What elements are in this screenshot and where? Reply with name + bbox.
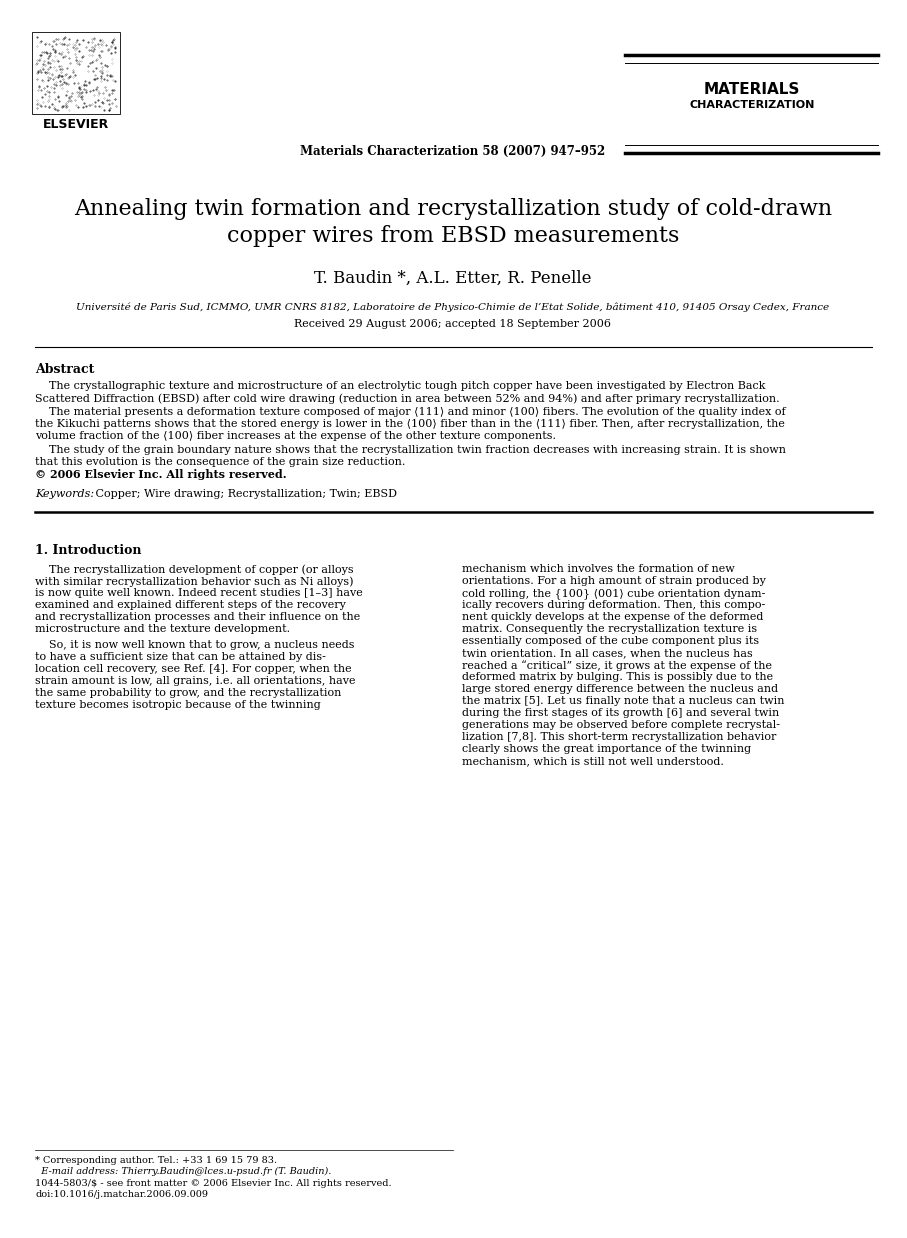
Text: microstructure and the texture development.: microstructure and the texture developme…	[35, 624, 290, 634]
Text: deformed matrix by bulging. This is possibly due to the: deformed matrix by bulging. This is poss…	[462, 672, 773, 682]
Text: clearly shows the great importance of the twinning: clearly shows the great importance of th…	[462, 744, 751, 754]
Text: generations may be observed before complete recrystal-: generations may be observed before compl…	[462, 721, 780, 730]
Text: Scattered Diffraction (EBSD) after cold wire drawing (reduction in area between : Scattered Diffraction (EBSD) after cold …	[35, 392, 780, 404]
Text: © 2006 Elsevier Inc. All rights reserved.: © 2006 Elsevier Inc. All rights reserved…	[35, 469, 287, 480]
Text: 1044-5803/$ - see front matter © 2006 Elsevier Inc. All rights reserved.: 1044-5803/$ - see front matter © 2006 El…	[35, 1179, 392, 1188]
Text: Materials Characterization 58 (2007) 947–952: Materials Characterization 58 (2007) 947…	[300, 145, 606, 158]
Text: The recrystallization development of copper (or alloys: The recrystallization development of cop…	[35, 565, 354, 574]
Text: that this evolution is the consequence of the grain size reduction.: that this evolution is the consequence o…	[35, 457, 405, 467]
Text: * Corresponding author. Tel.: +33 1 69 15 79 83.: * Corresponding author. Tel.: +33 1 69 1…	[35, 1156, 278, 1165]
Text: essentially composed of the cube component plus its: essentially composed of the cube compone…	[462, 636, 759, 646]
Text: strain amount is low, all grains, i.e. all orientations, have: strain amount is low, all grains, i.e. a…	[35, 676, 356, 686]
Text: reached a “critical” size, it grows at the expense of the: reached a “critical” size, it grows at t…	[462, 660, 772, 671]
Text: during the first stages of its growth [6] and several twin: during the first stages of its growth [6…	[462, 708, 779, 718]
Text: mechanism, which is still not well understood.: mechanism, which is still not well under…	[462, 756, 724, 766]
Text: and recrystallization processes and their influence on the: and recrystallization processes and thei…	[35, 612, 360, 621]
Text: Université de Paris Sud, ICMMO, UMR CNRS 8182, Laboratoire de Physico-Chimie de : Université de Paris Sud, ICMMO, UMR CNRS…	[76, 302, 830, 312]
Text: ELSEVIER: ELSEVIER	[43, 118, 109, 131]
Text: is now quite well known. Indeed recent studies [1–3] have: is now quite well known. Indeed recent s…	[35, 588, 363, 598]
Text: 1. Introduction: 1. Introduction	[35, 543, 141, 557]
Text: texture becomes isotropic because of the twinning: texture becomes isotropic because of the…	[35, 699, 321, 711]
Text: Keywords:: Keywords:	[35, 489, 94, 499]
Text: nent quickly develops at the expense of the deformed: nent quickly develops at the expense of …	[462, 612, 764, 621]
Text: the same probability to grow, and the recrystallization: the same probability to grow, and the re…	[35, 688, 341, 698]
Text: CHARACTERIZATION: CHARACTERIZATION	[689, 100, 814, 110]
Text: MATERIALS: MATERIALS	[704, 82, 800, 97]
Text: mechanism which involves the formation of new: mechanism which involves the formation o…	[462, 565, 735, 574]
Text: large stored energy difference between the nucleus and: large stored energy difference between t…	[462, 685, 778, 695]
Text: So, it is now well known that to grow, a nucleus needs: So, it is now well known that to grow, a…	[35, 640, 355, 650]
Bar	[32, 32, 120, 114]
Text: the Kikuchi patterns shows that the stored energy is lower in the ⟨100⟩ fiber th: the Kikuchi patterns shows that the stor…	[35, 418, 785, 430]
Text: Copper; Wire drawing; Recrystallization; Twin; EBSD: Copper; Wire drawing; Recrystallization;…	[92, 489, 397, 499]
Text: the matrix [5]. Let us finally note that a nucleus can twin: the matrix [5]. Let us finally note that…	[462, 696, 785, 706]
Text: examined and explained different steps of the recovery: examined and explained different steps o…	[35, 600, 346, 610]
Text: matrix. Consequently the recrystallization texture is: matrix. Consequently the recrystallizati…	[462, 624, 757, 634]
Text: with similar recrystallization behavior such as Ni alloys): with similar recrystallization behavior …	[35, 576, 354, 587]
Text: orientations. For a high amount of strain produced by: orientations. For a high amount of strai…	[462, 576, 766, 586]
Text: twin orientation. In all cases, when the nucleus has: twin orientation. In all cases, when the…	[462, 647, 753, 659]
Text: Abstract: Abstract	[35, 363, 94, 376]
Text: ically recovers during deformation. Then, this compo-: ically recovers during deformation. Then…	[462, 600, 766, 610]
Text: Annealing twin formation and recrystallization study of cold-drawn: Annealing twin formation and recrystalli…	[74, 198, 832, 220]
Text: location cell recovery, see Ref. [4]. For copper, when the: location cell recovery, see Ref. [4]. Fo…	[35, 664, 352, 673]
Text: The crystallographic texture and microstructure of an electrolytic tough pitch c: The crystallographic texture and microst…	[35, 381, 766, 391]
Text: to have a sufficient size that can be attained by dis-: to have a sufficient size that can be at…	[35, 652, 326, 662]
Text: The study of the grain boundary nature shows that the recrystallization twin fra: The study of the grain boundary nature s…	[35, 444, 786, 456]
Text: doi:10.1016/j.matchar.2006.09.009: doi:10.1016/j.matchar.2006.09.009	[35, 1190, 208, 1198]
Text: Received 29 August 2006; accepted 18 September 2006: Received 29 August 2006; accepted 18 Sep…	[295, 319, 611, 329]
Text: copper wires from EBSD measurements: copper wires from EBSD measurements	[227, 225, 679, 248]
Text: The material presents a deformation texture composed of major ⟨111⟩ and minor ⟨1: The material presents a deformation text…	[35, 407, 785, 417]
Text: volume fraction of the ⟨100⟩ fiber increases at the expense of the other texture: volume fraction of the ⟨100⟩ fiber incre…	[35, 431, 556, 441]
Text: cold rolling, the {100} ⟨001⟩ cube orientation dynam-: cold rolling, the {100} ⟨001⟩ cube orien…	[462, 588, 766, 599]
Text: T. Baudin *, A.L. Etter, R. Penelle: T. Baudin *, A.L. Etter, R. Penelle	[314, 270, 591, 287]
Text: lization [7,8]. This short-term recrystallization behavior: lization [7,8]. This short-term recrysta…	[462, 732, 776, 742]
Text: E-mail address: Thierry.Baudin@lces.u-psud.fr (T. Baudin).: E-mail address: Thierry.Baudin@lces.u-ps…	[35, 1167, 331, 1176]
